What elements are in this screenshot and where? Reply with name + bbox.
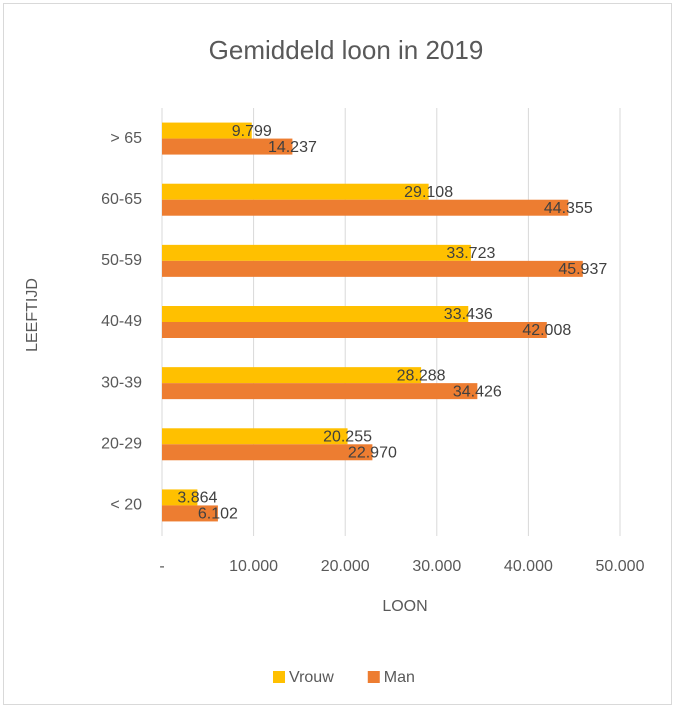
bar xyxy=(162,199,569,216)
value-label: 42.008 xyxy=(522,322,571,339)
bar xyxy=(162,428,348,445)
legend-label: Man xyxy=(384,669,415,686)
value-label: 28.288 xyxy=(397,367,446,384)
y-tick-label: < 20 xyxy=(110,497,142,514)
x-tick-label: 50.000 xyxy=(596,558,645,575)
y-tick-label: > 65 xyxy=(110,130,142,147)
y-tick-label: 30-39 xyxy=(101,374,142,391)
value-label: 29.108 xyxy=(404,184,453,201)
bar xyxy=(162,122,252,139)
bar xyxy=(162,489,198,506)
value-label: 44.355 xyxy=(544,200,593,217)
chart-title: Gemiddeld loon in 2019 xyxy=(209,35,484,65)
legend-swatch xyxy=(273,671,285,683)
bar xyxy=(162,138,293,155)
chart-border xyxy=(3,3,672,705)
bar xyxy=(162,322,547,338)
y-tick-label: 50-59 xyxy=(101,252,142,269)
bar xyxy=(162,260,583,277)
bar xyxy=(162,444,373,461)
value-label: 45.937 xyxy=(558,261,607,278)
value-label: 14.237 xyxy=(268,139,317,156)
bar xyxy=(162,383,478,400)
value-label: 33.436 xyxy=(444,306,493,323)
value-label: 33.723 xyxy=(446,245,495,262)
bar xyxy=(162,367,422,384)
value-label: 9.799 xyxy=(232,123,272,140)
value-label: 6.102 xyxy=(198,506,238,523)
value-label: 34.426 xyxy=(453,383,502,400)
value-label: 22.970 xyxy=(348,445,397,462)
x-tick-label: 40.000 xyxy=(504,558,553,575)
value-label: 3.864 xyxy=(177,490,217,507)
x-tick-label: 20.000 xyxy=(321,558,370,575)
y-axis-label: LEEFTIJD xyxy=(24,278,41,352)
legend-label: Vrouw xyxy=(289,669,334,686)
bar xyxy=(162,505,218,522)
y-tick-label: 60-65 xyxy=(101,191,142,208)
x-tick-label: - xyxy=(159,558,164,575)
x-tick-label: 10.000 xyxy=(229,558,278,575)
y-tick-label: 40-49 xyxy=(101,313,142,330)
bar xyxy=(162,244,471,261)
x-axis-label: LOON xyxy=(382,598,427,615)
y-tick-label: 20-29 xyxy=(101,436,142,453)
x-tick-label: 30.000 xyxy=(412,558,461,575)
bar xyxy=(162,183,429,200)
bar xyxy=(162,306,469,322)
value-label: 20.255 xyxy=(323,429,372,446)
legend-swatch xyxy=(367,671,380,683)
